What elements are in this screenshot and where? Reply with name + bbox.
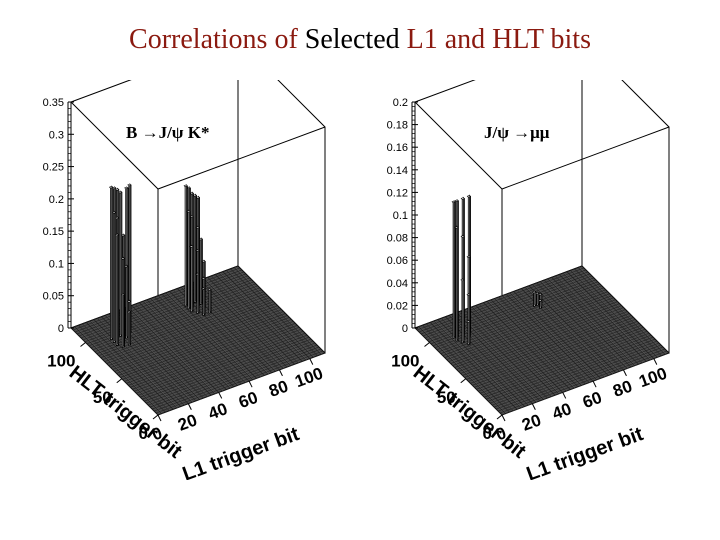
bar <box>120 293 125 348</box>
bar <box>111 210 117 344</box>
floor-surface <box>414 265 670 416</box>
y-tick-label: 50 <box>437 388 456 407</box>
x-tick-label: 100 <box>292 364 325 392</box>
x-tick-label: 40 <box>206 399 230 423</box>
z-tick-label: 0.25 <box>43 162 64 174</box>
y-tick-label: 50 <box>93 388 112 407</box>
y-tick-label: 0 <box>139 424 148 443</box>
bar <box>538 298 543 309</box>
z-tick-label: 0.02 <box>387 300 408 312</box>
bar <box>198 237 203 306</box>
z-tick-label: 0.15 <box>43 226 64 238</box>
bars <box>451 194 543 346</box>
z-axis: 0 0.05 0.1 0.15 0.2 0.25 0.3 0.35 <box>43 97 74 335</box>
bar <box>454 225 459 342</box>
x-tick-label: 100 <box>636 364 669 392</box>
bar <box>532 290 537 308</box>
z-tick-label: 0.1 <box>393 210 408 222</box>
bar <box>186 209 191 310</box>
bar <box>189 244 194 313</box>
y-tick-label: 100 <box>391 352 419 371</box>
x-axis-title: L1 trigger bit <box>524 423 647 480</box>
z-tick-label: 0.18 <box>387 120 408 132</box>
bar <box>201 286 206 317</box>
x-tick-label: 80 <box>610 377 634 401</box>
x-tick-label: 20 <box>519 410 543 434</box>
bar <box>126 310 132 346</box>
x-axis-title: L1 trigger bit <box>180 423 303 480</box>
bar <box>114 233 120 347</box>
z-tick-label: 0.3 <box>49 129 64 141</box>
title-part-3: L1 and HLT bits <box>399 24 591 55</box>
bar <box>118 190 123 338</box>
x-tick-label: 80 <box>266 377 290 401</box>
lego-plot-left: 0 0.05 0.1 0.15 0.2 0.25 0.3 0.35 0 20 40 60 80 100 L1… <box>28 80 348 480</box>
bar <box>183 183 188 307</box>
x-tick-label: 20 <box>175 410 199 434</box>
decay-label: B →J/ψ K* <box>126 123 209 142</box>
title-part-2: Selected <box>304 24 400 55</box>
z-tick-label: 0.16 <box>387 142 408 154</box>
lego-svg: 00.050.10.150.20.250.30.350 20 40 60 80 100L1… <box>43 80 326 480</box>
z-tick-label: 0.2 <box>393 97 408 109</box>
z-tick-label: 0.1 <box>49 258 64 270</box>
z-tick-label: 0.04 <box>387 278 408 290</box>
bar <box>466 319 471 346</box>
z-tick-label: 0.12 <box>387 187 408 199</box>
z-tick-label: 0.05 <box>43 291 64 303</box>
bar <box>195 272 200 315</box>
x-tick-label: 40 <box>550 399 574 423</box>
y-tick-label: 100 <box>47 352 75 371</box>
page-title: Correlations of Selected L1 and HLT bits <box>0 22 720 58</box>
bars <box>108 183 212 348</box>
bar <box>192 193 197 304</box>
lego-plot-right: 0 0.02 0.04 0.06 0.08 0.1 0.12 0.14 0.16 0.18 0.2 0… <box>372 80 692 480</box>
z-tick-label: 0 <box>402 323 408 335</box>
z-tick-label: 0.08 <box>387 233 408 245</box>
z-tick-label: 0.14 <box>387 165 408 177</box>
z-tick-label: 0.35 <box>43 97 64 109</box>
floor-surface <box>70 265 326 416</box>
z-tick-label: 0.2 <box>49 194 64 206</box>
x-tick-label: 60 <box>580 388 604 412</box>
bar <box>451 200 456 339</box>
title-part-1: Correlations of <box>129 24 305 55</box>
z-axis: 0 0.02 0.04 0.06 0.08 0.1 0.12 0.14 0.16 0.18 0.2 <box>387 97 418 335</box>
y-tick-label: 0 <box>483 424 492 443</box>
lego-svg: 00.020.040.060.080.10.120.140.160.180.20… <box>387 80 670 480</box>
bar <box>108 185 114 341</box>
z-tick-label: 0 <box>58 323 64 335</box>
bar <box>207 287 212 314</box>
x-tick-label: 60 <box>236 388 260 412</box>
bar <box>460 278 465 344</box>
z-tick-label: 0.06 <box>387 255 408 267</box>
decay-label: J/ψ →μμ <box>484 123 550 142</box>
